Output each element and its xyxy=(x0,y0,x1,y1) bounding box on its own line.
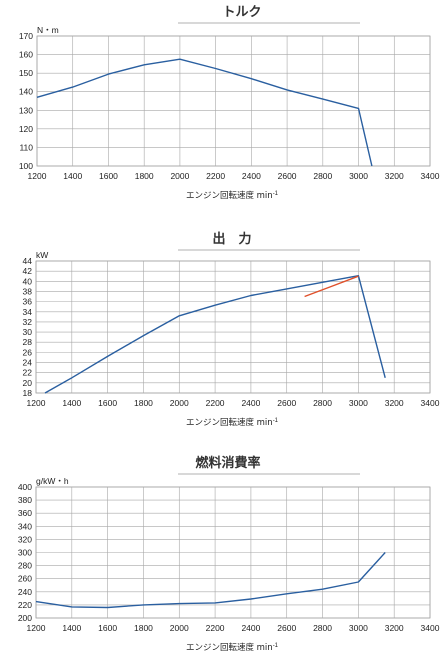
y-tick-label: 22 xyxy=(23,368,33,378)
x-tick-label: 2400 xyxy=(242,171,261,181)
x-tick-label: 2000 xyxy=(170,171,189,181)
x-tick-label: 1600 xyxy=(98,398,117,408)
power-chart: 出 力 kW 1200 1400 1600 1800 2000 2200 2400 2600 2… xyxy=(23,231,440,428)
y-tick-label: 26 xyxy=(23,347,33,357)
y-tick-label: 36 xyxy=(23,297,33,307)
x-tick-label: 1600 xyxy=(99,171,118,181)
y-tick-label: 320 xyxy=(18,534,32,544)
y-tick-label: 30 xyxy=(23,327,33,337)
x-tick-label: 2600 xyxy=(277,623,296,633)
y-tick-label: 130 xyxy=(19,105,33,115)
x-tick-label: 1800 xyxy=(134,623,153,633)
x-tick-label: 2000 xyxy=(170,623,189,633)
fuel-consumption-chart: 燃料消費率 g/kW・h 1200 1400 1600 1800 2000 2200 240… xyxy=(18,455,440,653)
y-tick-label: 300 xyxy=(18,548,32,558)
y-tick-label: 170 xyxy=(19,31,33,41)
plot-frame xyxy=(36,35,431,167)
x-tick-label: 3200 xyxy=(385,398,404,408)
x-tick-label: 3000 xyxy=(349,171,368,181)
x-tick-label: 2800 xyxy=(313,171,332,181)
y-tick-label: 18 xyxy=(23,388,33,398)
x-axis-label: エンジン回転速度 min-1 xyxy=(186,417,279,428)
y-axis-unit: g/kW・h xyxy=(36,476,69,486)
x-tick-label: 1200 xyxy=(28,171,47,181)
series-line-0 xyxy=(36,58,373,167)
x-tick-label: 2800 xyxy=(313,398,332,408)
x-tick-label: 3200 xyxy=(385,623,404,633)
y-tick-label: 240 xyxy=(18,587,32,597)
y-tick-label: 32 xyxy=(23,317,33,327)
series-line-1 xyxy=(304,275,359,298)
y-axis-unit: kW xyxy=(36,250,48,260)
x-tick-label: 2600 xyxy=(278,171,297,181)
x-tick-label: 1400 xyxy=(62,623,81,633)
y-tick-label: 260 xyxy=(18,574,32,584)
plot-frame xyxy=(35,260,431,394)
x-tick-label: 1400 xyxy=(62,398,81,408)
x-tick-label: 1200 xyxy=(27,623,46,633)
x-tick-label: 2200 xyxy=(206,623,225,633)
y-tick-label: 28 xyxy=(23,337,33,347)
y-tick-label: 38 xyxy=(23,286,33,296)
y-tick-label: 140 xyxy=(19,87,33,97)
x-axis-label: エンジン回転速度 min-1 xyxy=(186,190,279,201)
x-tick-label: 1800 xyxy=(134,398,153,408)
y-tick-label: 20 xyxy=(23,378,33,388)
x-tick-label: 1800 xyxy=(135,171,154,181)
y-tick-label: 220 xyxy=(18,600,32,610)
y-tick-label: 34 xyxy=(23,307,33,317)
x-tick-label: 1400 xyxy=(63,171,82,181)
y-tick-label: 44 xyxy=(23,256,33,266)
x-axis-label: エンジン回転速度 min-1 xyxy=(186,642,279,653)
y-tick-label: 280 xyxy=(18,561,32,571)
y-tick-label: 40 xyxy=(23,276,33,286)
x-tick-label: 2200 xyxy=(206,171,225,181)
y-tick-label: 200 xyxy=(18,613,32,623)
x-tick-label: 2800 xyxy=(313,623,332,633)
x-tick-label: 2000 xyxy=(170,398,189,408)
y-tick-label: 380 xyxy=(18,495,32,505)
series-line-0 xyxy=(35,552,386,609)
x-tick-label: 3000 xyxy=(349,623,368,633)
y-tick-label: 100 xyxy=(19,161,33,171)
x-tick-label: 2400 xyxy=(241,398,260,408)
x-tick-label: 1200 xyxy=(27,398,46,408)
chart-title: 出 力 xyxy=(212,231,251,247)
x-tick-label: 2600 xyxy=(277,398,296,408)
x-tick-label: 3400 xyxy=(421,623,440,633)
x-tick-label: 2400 xyxy=(241,623,260,633)
chart-title: トルク xyxy=(222,5,261,20)
y-tick-label: 360 xyxy=(18,508,32,518)
x-tick-label: 2200 xyxy=(206,398,225,408)
y-tick-label: 120 xyxy=(19,124,33,134)
series-line-0 xyxy=(44,275,386,394)
y-tick-label: 340 xyxy=(18,521,32,531)
y-tick-label: 24 xyxy=(23,358,33,368)
x-tick-label: 3400 xyxy=(421,398,440,408)
chart-title: 燃料消費率 xyxy=(195,455,260,471)
x-tick-label: 1600 xyxy=(98,623,117,633)
y-tick-label: 400 xyxy=(18,482,32,492)
torque-chart: トルク N・m 1200 1400 1600 1800 2000 2200 2400 2600… xyxy=(19,5,440,201)
y-tick-label: 160 xyxy=(19,50,33,60)
x-tick-label: 3000 xyxy=(349,398,368,408)
y-tick-label: 110 xyxy=(19,142,33,152)
y-axis-unit: N・m xyxy=(37,25,59,35)
x-tick-label: 3400 xyxy=(421,171,440,181)
y-tick-label: 150 xyxy=(19,68,33,78)
y-tick-label: 42 xyxy=(23,266,33,276)
x-tick-label: 3200 xyxy=(385,171,404,181)
